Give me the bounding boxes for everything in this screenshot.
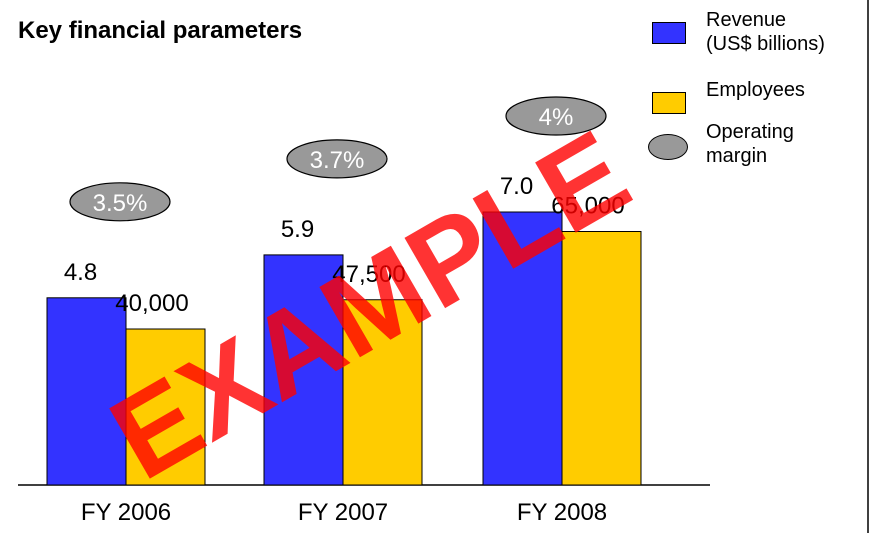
legend-swatch bbox=[652, 92, 686, 114]
margin-label: 3.7% bbox=[310, 147, 365, 174]
data-label: 5.9 bbox=[281, 216, 314, 243]
x-tick-label: FY 2008 bbox=[517, 499, 607, 526]
bar bbox=[561, 231, 642, 486]
bar bbox=[125, 328, 206, 486]
margin-label: 4% bbox=[539, 104, 574, 131]
bar bbox=[263, 254, 344, 486]
data-label: 40,000 bbox=[115, 290, 188, 317]
margin-label: 3.5% bbox=[93, 190, 148, 217]
data-label: 47,500 bbox=[332, 261, 405, 288]
marks: FY 2006 4.8 40,000 3.5% FY 2007 5.9 47,500 3.7%… bbox=[46, 96, 642, 526]
chart-title: Key financial parameters bbox=[18, 17, 302, 44]
data-label: 7.0 bbox=[500, 173, 533, 200]
legend-label: Employees bbox=[706, 79, 805, 101]
data-label: 4.8 bbox=[64, 259, 97, 286]
legend-swatch bbox=[648, 134, 688, 160]
bar bbox=[46, 297, 127, 486]
legend-label: Revenue (US$ billions) bbox=[706, 9, 825, 55]
bar bbox=[342, 299, 423, 486]
x-tick-label: FY 2007 bbox=[298, 499, 388, 526]
x-tick-label: FY 2006 bbox=[81, 499, 171, 526]
bar bbox=[482, 211, 563, 486]
data-label: 65,000 bbox=[551, 193, 624, 220]
margin-bubble bbox=[286, 139, 388, 179]
legend-swatch bbox=[652, 22, 686, 44]
legend-label: Operating margin bbox=[706, 121, 794, 167]
margin-bubble bbox=[505, 96, 607, 136]
margin-bubble bbox=[69, 182, 171, 222]
